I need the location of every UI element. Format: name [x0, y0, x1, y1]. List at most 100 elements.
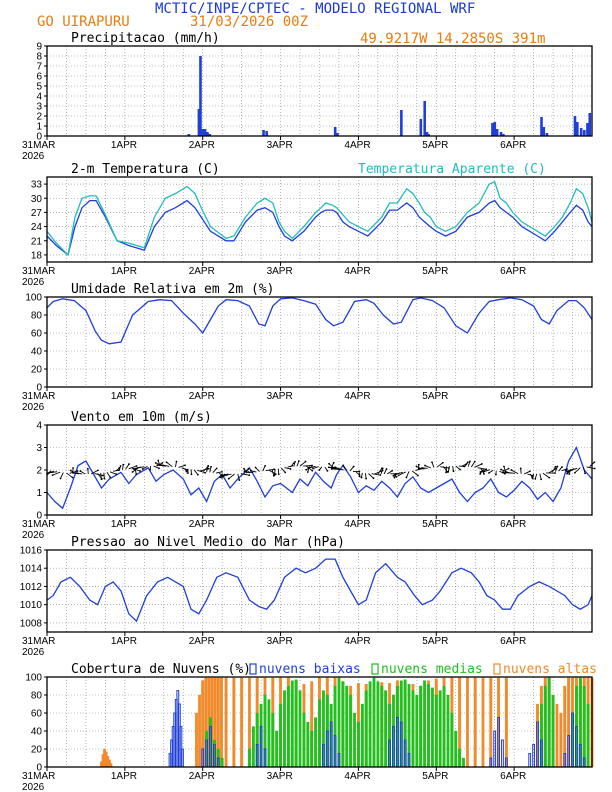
wind-vector	[277, 468, 280, 475]
cloud-bar-nuvens-medias	[345, 685, 349, 768]
y-tick-label: 24	[31, 222, 43, 233]
wind-vector	[371, 473, 381, 476]
wind-vector-head	[593, 461, 596, 464]
wind-vector-head	[289, 468, 292, 470]
cloud-bar-nuvens-medias	[290, 680, 294, 768]
x-tick-label: 5APR	[422, 771, 448, 782]
wind-vector-head	[554, 472, 556, 474]
wind-vector-head	[254, 466, 257, 469]
y-tick-label: 0	[36, 763, 42, 774]
cloud-bar-nuvens-medias	[423, 680, 427, 768]
wind-vector	[447, 465, 450, 472]
wind-vector-head	[358, 475, 361, 478]
wind-vector-head	[221, 476, 223, 479]
wind-vector-head	[334, 466, 337, 469]
x-year-label: 2026	[22, 151, 45, 162]
x-tick-label: 3APR	[267, 519, 293, 530]
y-tick-label: 1012	[20, 582, 43, 593]
cloud-bar-nuvens-medias	[349, 694, 353, 768]
wind-vector-head	[473, 460, 476, 463]
wind-vector-head	[76, 472, 78, 474]
panel-title: Vento em 10m (m/s)	[71, 410, 212, 425]
panel-title: Cobertura de Nuvens (%)	[71, 662, 251, 677]
wind-vector-head	[392, 474, 395, 477]
wind-vector	[455, 465, 461, 470]
wind-vector-head	[294, 460, 296, 463]
y-tick-label: 1	[36, 122, 42, 133]
wind-vector	[411, 470, 419, 476]
wind-vector	[386, 470, 393, 475]
wind-vector-head	[528, 470, 531, 473]
cloud-bar-nuvens-medias	[271, 712, 275, 768]
cloud-bar-nuvens-medias	[462, 757, 465, 768]
wind-vector-head	[342, 464, 345, 467]
x-tick-label: 4APR	[344, 266, 370, 277]
cloud-bar-nuvens-medias	[267, 699, 271, 768]
wind-vector	[125, 463, 130, 470]
wind-vector-head	[135, 465, 138, 467]
x-tick-label: 2APR	[189, 391, 215, 402]
wind-vector-head	[548, 476, 551, 479]
wind-vector-head	[381, 467, 384, 470]
wind-vector	[73, 472, 80, 475]
x-tick-label: 4APR	[344, 391, 370, 402]
wind-vector-head	[277, 473, 280, 476]
cloud-bar-nuvens-medias	[302, 712, 306, 768]
cloud-bar-nuvens-medias	[430, 687, 434, 768]
wind-vector	[128, 465, 137, 470]
wind-vector	[394, 471, 403, 475]
wind-vector-head	[304, 460, 307, 463]
wind-vector-head	[158, 467, 160, 470]
precip-bar	[199, 56, 202, 136]
precip-bar	[583, 130, 586, 136]
wind-vector	[49, 471, 58, 474]
cloud-bar-nuvens-medias	[446, 694, 450, 768]
precip-bar	[491, 123, 494, 136]
x-tick-label: 2APR	[189, 636, 215, 647]
wind-vector-head	[311, 464, 313, 467]
wind-vector	[296, 460, 300, 467]
x-tick-label: 31MAR	[22, 636, 55, 647]
wind-vector	[312, 466, 319, 469]
cloud-bar-nuvens-altas	[559, 712, 563, 768]
legend-apparent-temp: Temperatura Aparente (C)	[358, 162, 546, 177]
wind-vector-head	[566, 472, 568, 475]
legend-swatch-1	[249, 663, 257, 675]
wind-vector-head	[519, 467, 522, 470]
wind-vector	[228, 473, 235, 480]
wind-vector	[467, 461, 471, 467]
x-tick-label: 6APR	[500, 266, 526, 277]
cloud-bar-nuvens-altas	[198, 694, 202, 768]
legend-label-2: nuvens medias	[381, 662, 483, 677]
cloud-bar-nuvens-medias	[306, 721, 310, 768]
x-tick-label: 5APR	[422, 391, 448, 402]
wind-vector-head	[505, 471, 508, 474]
wind-vector	[281, 467, 286, 473]
wind-vector-head	[561, 466, 563, 468]
wind-vector	[442, 466, 448, 473]
wind-vector-head	[500, 468, 502, 471]
precip-bar	[201, 129, 205, 136]
y-tick-label: 33	[31, 180, 43, 191]
wind-vector	[500, 469, 509, 474]
wind-vector-head	[352, 465, 355, 468]
wind-vector	[474, 463, 483, 468]
cloud-bar-nuvens-medias	[458, 748, 462, 768]
cloud-bar-nuvens-medias	[220, 757, 224, 768]
cloud-bar-nuvens-medias	[442, 685, 446, 768]
x-tick-label: 1APR	[111, 636, 137, 647]
cloud-bar-nuvens-medias	[353, 712, 356, 768]
wind-vector	[181, 467, 188, 471]
wind-vector-head	[391, 469, 394, 472]
precip-bar	[333, 127, 337, 136]
precip-bar	[265, 131, 268, 136]
cloud-bar-nuvens-altas	[232, 677, 236, 768]
wind-vector	[274, 468, 276, 476]
wind-vector	[554, 466, 558, 472]
y-tick-label: 27	[31, 208, 43, 219]
x-tick-label: 6APR	[500, 636, 526, 647]
y-tick-label: 4	[36, 421, 42, 432]
precip-bar	[336, 133, 339, 136]
wind-vector-head	[190, 473, 193, 476]
cloud-bar-nuvens-medias	[450, 712, 454, 768]
